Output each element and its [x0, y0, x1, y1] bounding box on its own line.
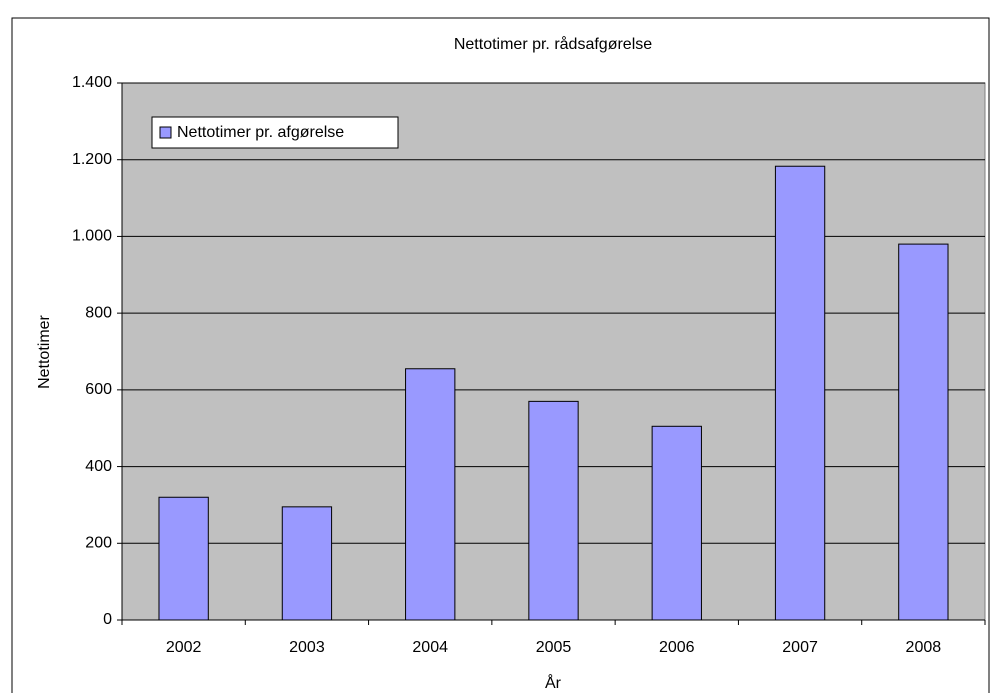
- legend-label: Nettotimer pr. afgørelse: [177, 124, 344, 141]
- y-tick-label: 1.000: [72, 228, 112, 245]
- y-tick-label: 400: [85, 458, 112, 475]
- bar: [405, 368, 456, 621]
- bar: [774, 165, 826, 621]
- x-tick-label: 2006: [659, 639, 695, 656]
- y-tick-label: 800: [85, 304, 112, 321]
- x-tick-label: 2005: [536, 639, 572, 656]
- bar: [651, 425, 702, 621]
- y-axis-label: Nettotimer: [36, 314, 53, 388]
- x-tick-label: 2004: [412, 639, 448, 656]
- y-tick-label: 1.400: [72, 74, 112, 91]
- bar: [158, 496, 209, 621]
- x-tick-label: 2003: [289, 639, 325, 656]
- bar: [528, 400, 579, 621]
- y-tick-label: 600: [85, 381, 112, 398]
- chart-title: Nettotimer pr. rådsafgørelse: [454, 35, 652, 53]
- x-axis-label: År: [545, 673, 562, 692]
- y-tick-label: 200: [85, 535, 112, 552]
- y-tick-label: 1.200: [72, 151, 112, 168]
- bar: [898, 243, 949, 621]
- x-tick-label: 2008: [906, 639, 942, 656]
- legend-swatch: [159, 126, 172, 139]
- y-tick-label: 0: [103, 611, 112, 628]
- legend-box: [151, 116, 399, 149]
- x-tick-label: 2007: [782, 639, 818, 656]
- x-tick-label: 2002: [166, 639, 202, 656]
- bar: [281, 506, 333, 621]
